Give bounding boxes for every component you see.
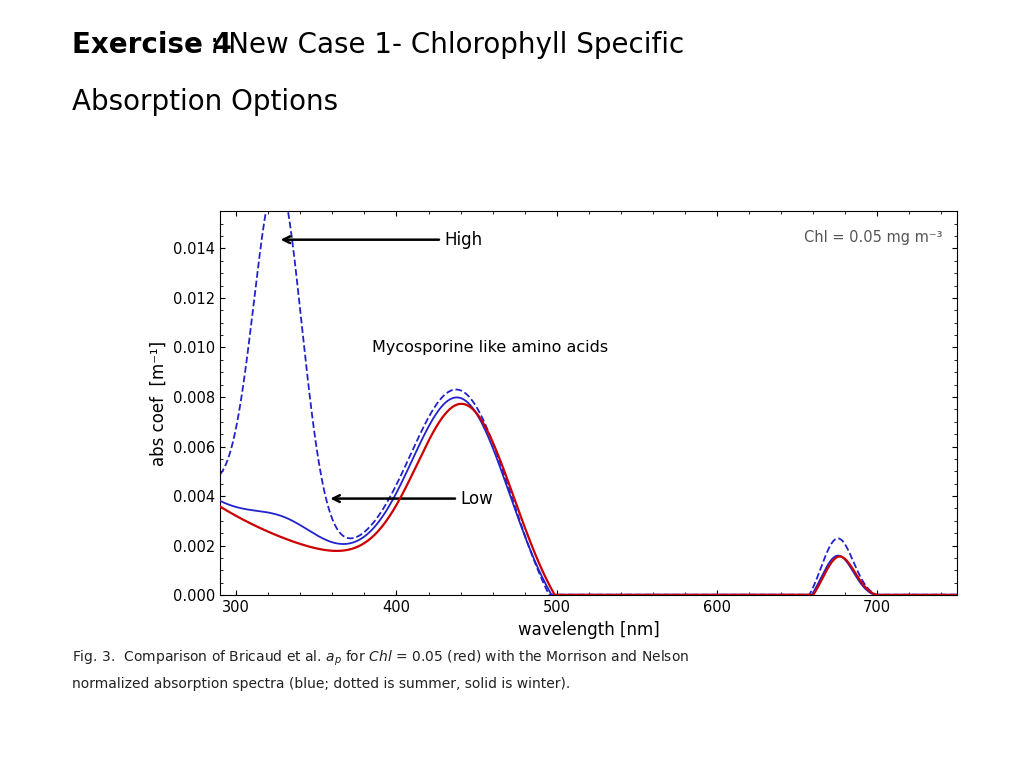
Text: High: High <box>284 230 482 249</box>
Text: Absorption Options: Absorption Options <box>72 88 338 116</box>
Y-axis label: abs coef  [m⁻¹]: abs coef [m⁻¹] <box>150 341 168 465</box>
X-axis label: wavelength [nm]: wavelength [nm] <box>518 621 659 639</box>
Text: : New Case 1- Chlorophyll Specific: : New Case 1- Chlorophyll Specific <box>210 31 684 58</box>
Text: Fig. 3.  Comparison of Bricaud et al. $a_p$ for $\mathit{Chl}$ = 0.05 (red) with: Fig. 3. Comparison of Bricaud et al. $a_… <box>72 649 689 668</box>
Text: Low: Low <box>333 489 494 508</box>
Text: Chl = 0.05 mg m⁻³: Chl = 0.05 mg m⁻³ <box>804 230 943 246</box>
Text: normalized absorption spectra (blue; dotted is summer, solid is winter).: normalized absorption spectra (blue; dot… <box>72 677 570 691</box>
Text: Exercise 4: Exercise 4 <box>72 31 231 58</box>
Text: Mycosporine like amino acids: Mycosporine like amino acids <box>373 340 608 355</box>
